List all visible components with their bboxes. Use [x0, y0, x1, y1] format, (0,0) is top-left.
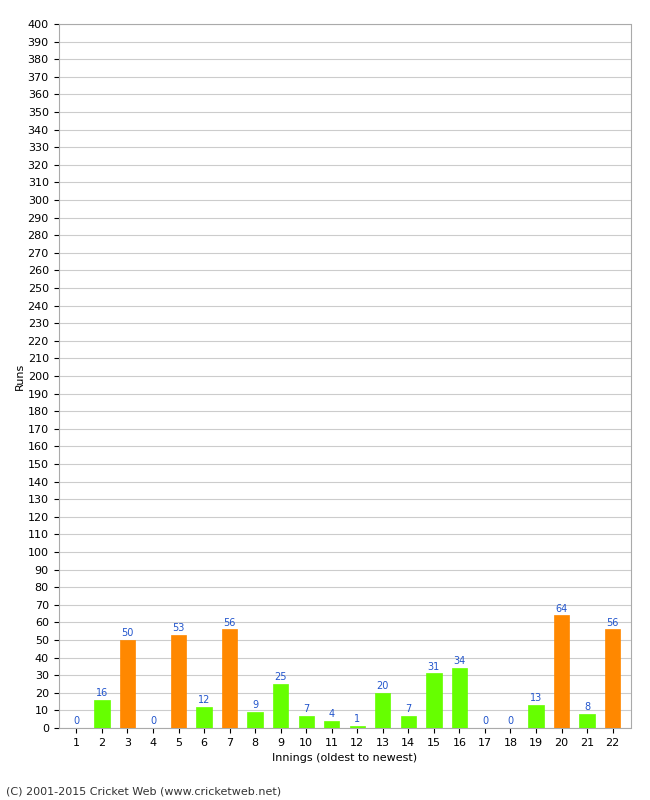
Bar: [375, 693, 391, 728]
Bar: [528, 705, 543, 728]
X-axis label: Innings (oldest to newest): Innings (oldest to newest): [272, 754, 417, 763]
Bar: [605, 630, 620, 728]
Bar: [554, 615, 569, 728]
Bar: [171, 634, 186, 728]
Text: 20: 20: [376, 681, 389, 691]
Bar: [579, 714, 595, 728]
Text: 34: 34: [453, 656, 465, 666]
Text: 7: 7: [303, 704, 309, 714]
Text: 50: 50: [122, 628, 134, 638]
Bar: [94, 700, 110, 728]
Y-axis label: Runs: Runs: [15, 362, 25, 390]
Text: 64: 64: [556, 603, 567, 614]
Bar: [222, 630, 237, 728]
Text: 56: 56: [606, 618, 619, 628]
Text: (C) 2001-2015 Cricket Web (www.cricketweb.net): (C) 2001-2015 Cricket Web (www.cricketwe…: [6, 786, 281, 796]
Text: 0: 0: [150, 716, 156, 726]
Bar: [400, 716, 416, 728]
Text: 7: 7: [405, 704, 411, 714]
Bar: [120, 640, 135, 728]
Bar: [298, 716, 314, 728]
Text: 1: 1: [354, 714, 360, 725]
Text: 4: 4: [329, 709, 335, 719]
Text: 13: 13: [530, 694, 542, 703]
Bar: [426, 674, 441, 728]
Text: 0: 0: [482, 716, 488, 726]
Bar: [324, 721, 339, 728]
Text: 25: 25: [274, 672, 287, 682]
Bar: [196, 707, 212, 728]
Bar: [350, 726, 365, 728]
Bar: [452, 668, 467, 728]
Text: 12: 12: [198, 695, 210, 705]
Text: 56: 56: [224, 618, 236, 628]
Bar: [248, 712, 263, 728]
Text: 31: 31: [428, 662, 440, 672]
Bar: [273, 684, 289, 728]
Text: 0: 0: [508, 716, 514, 726]
Text: 8: 8: [584, 702, 590, 712]
Text: 9: 9: [252, 701, 258, 710]
Text: 16: 16: [96, 688, 108, 698]
Text: 0: 0: [73, 716, 79, 726]
Text: 53: 53: [172, 623, 185, 633]
